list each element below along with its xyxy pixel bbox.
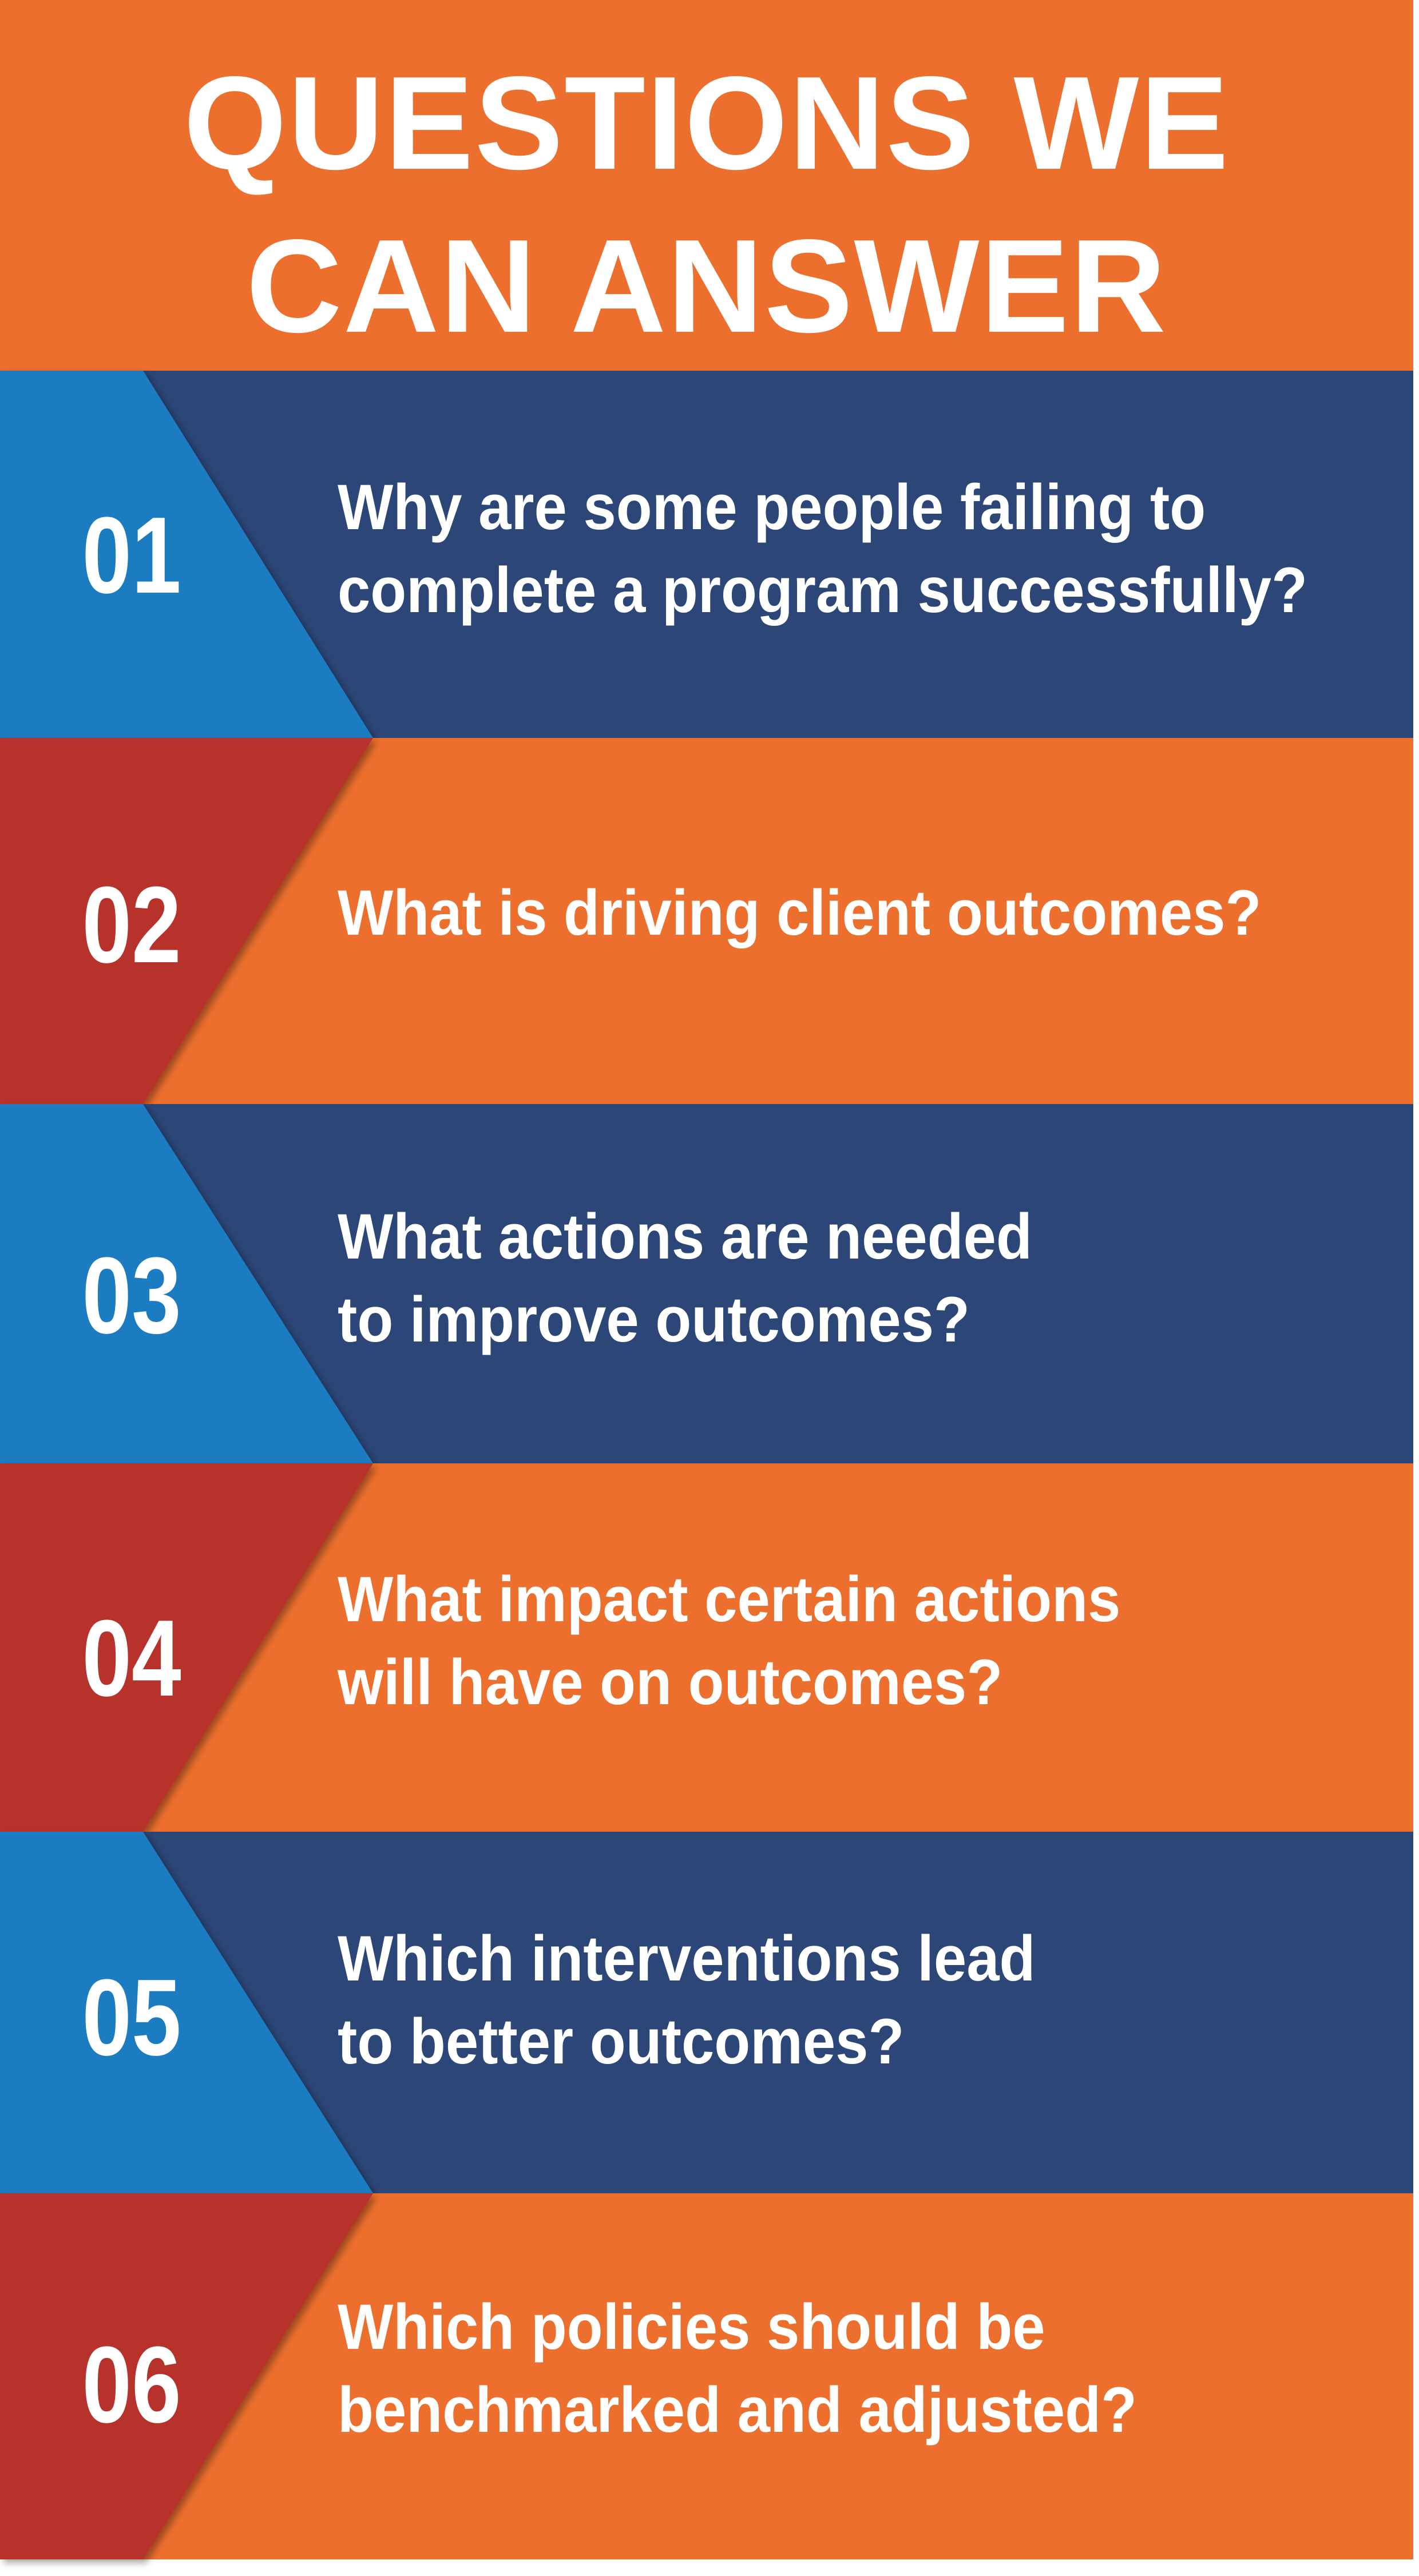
- question-text-line-1: What impact certain actions: [338, 1563, 1121, 1635]
- row-6-graphic: [0, 2193, 1413, 2559]
- question-row-6: 06 Which policies should be benchmarked …: [0, 2193, 1413, 2559]
- question-row-2: 02 What is driving client outcomes?: [0, 738, 1413, 1104]
- question-text-line-1: What actions are needed: [338, 1201, 1032, 1272]
- question-text-line-2: to better outcomes?: [338, 2006, 905, 2077]
- question-text-line-2: will have on outcomes?: [338, 1646, 1003, 1718]
- row-3-graphic: [0, 1104, 1413, 1463]
- question-text-line-2: benchmarked and adjusted?: [338, 2374, 1137, 2446]
- row-1-graphic: [0, 371, 1413, 738]
- question-number: 03: [82, 1235, 181, 1356]
- question-number: 06: [82, 2324, 181, 2446]
- question-row-4: 04 What impact certain actions will have…: [0, 1463, 1413, 1832]
- question-row-5: 05 Which interventions lead to better ou…: [0, 1832, 1413, 2193]
- row-4-graphic: [0, 1463, 1413, 1832]
- title-line-2: CAN ANSWER: [246, 212, 1167, 360]
- question-number: 05: [82, 1957, 181, 2078]
- question-text-line-1: Which policies should be: [338, 2291, 1045, 2363]
- question-row-1: 01 Why are some people failing to comple…: [0, 371, 1413, 738]
- question-row-3: 03 What actions are needed to improve ou…: [0, 1104, 1413, 1463]
- question-text-line-1: What is driving client outcomes?: [338, 877, 1262, 948]
- question-text-line-1: Which interventions lead: [338, 1923, 1036, 1994]
- header-banner: QUESTIONS WE CAN ANSWER: [0, 0, 1413, 371]
- question-text-line-2: complete a program successfully?: [338, 554, 1308, 626]
- row-2-graphic: [0, 738, 1413, 1104]
- question-number: 02: [82, 864, 181, 986]
- question-text-line-1: Why are some people failing to: [338, 471, 1206, 543]
- question-number: 01: [82, 495, 181, 616]
- question-number: 04: [82, 1598, 181, 1719]
- question-text-line-2: to improve outcomes?: [338, 1284, 970, 1355]
- row-5-graphic: [0, 1832, 1413, 2193]
- title-line-1: QUESTIONS WE: [183, 49, 1230, 197]
